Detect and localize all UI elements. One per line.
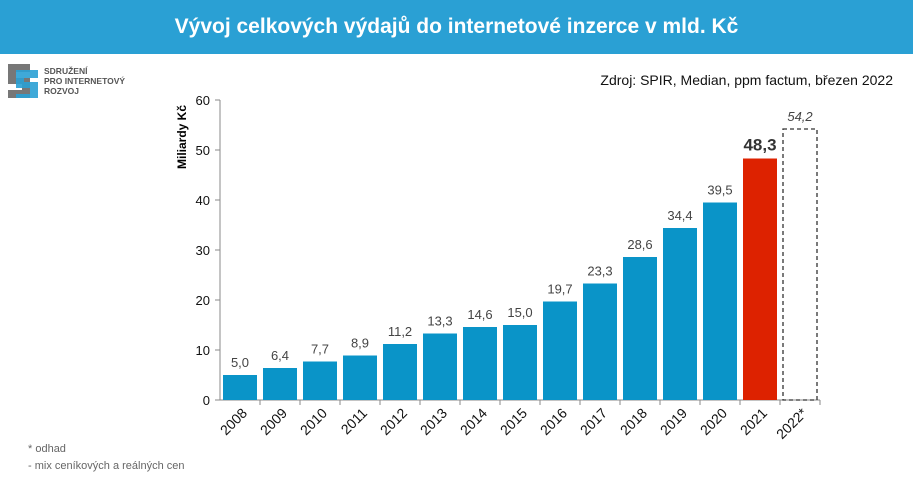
data-label: 48,3 (743, 136, 776, 155)
x-tick-label: 2011 (338, 405, 371, 438)
x-tick-label: 2012 (377, 405, 410, 438)
data-label: 19,7 (547, 282, 572, 297)
bar-2008 (223, 375, 257, 400)
x-tick-label: 2022* (773, 404, 811, 442)
x-tick-label: 2009 (257, 405, 290, 438)
bar-2019 (663, 228, 697, 400)
data-label: 28,6 (627, 237, 652, 252)
y-tick-label: 10 (196, 343, 210, 358)
data-label: 34,4 (667, 208, 692, 223)
logo-icon (8, 64, 38, 98)
x-tick-label: 2015 (497, 405, 530, 438)
data-label: 14,6 (467, 307, 492, 322)
y-tick-label: 20 (196, 293, 210, 308)
bar-2016 (543, 301, 577, 400)
bar-2014 (463, 327, 497, 400)
x-tick-label: 2013 (417, 405, 450, 438)
bar-2020 (703, 202, 737, 400)
x-tick-label: 2019 (657, 405, 690, 438)
bar-2021 (743, 158, 777, 400)
x-tick-label: 2018 (617, 405, 650, 438)
y-tick-label: 0 (203, 393, 210, 408)
data-label: 11,2 (388, 324, 412, 339)
chart-title: Vývoj celkových výdajů do internetové in… (0, 0, 913, 54)
x-tick-label: 2016 (537, 405, 570, 438)
y-tick-label: 30 (196, 243, 210, 258)
bar-2010 (303, 361, 337, 400)
logo-line: ROZVOJ (44, 86, 79, 96)
data-label: 6,4 (271, 348, 289, 363)
data-label: 8,9 (351, 336, 369, 351)
footnote: * odhad (28, 443, 66, 455)
y-tick-label: 40 (196, 193, 210, 208)
logo: SDRUŽENÍ PRO INTERNETOVÝ ROZVOJ (8, 64, 125, 98)
bar-2013 (423, 333, 457, 400)
bar-2017 (583, 283, 617, 400)
y-tick-label: 50 (196, 143, 210, 158)
footnotes: * odhad - mix ceníkových a reálných cen (28, 441, 185, 475)
bar-2018 (623, 257, 657, 400)
x-tick-label: 2020 (697, 405, 730, 438)
x-tick-label: 2010 (297, 405, 330, 438)
x-tick-label: 2008 (217, 405, 250, 438)
source-note: Zdroj: SPIR, Median, ppm factum, březen … (600, 72, 893, 88)
bar-2009 (263, 368, 297, 400)
bar-2022* (782, 128, 818, 401)
footnote: - mix ceníkových a reálných cen (28, 460, 185, 472)
y-axis-label: Miliardy Kč (175, 105, 189, 169)
x-tick-label: 2021 (737, 405, 770, 438)
y-tick-label: 60 (196, 93, 210, 108)
data-label: 7,7 (311, 342, 329, 357)
data-label: 23,3 (587, 264, 612, 279)
logo-line: SDRUŽENÍ (44, 66, 88, 76)
data-label: 13,3 (427, 314, 452, 329)
bar-2011 (343, 355, 377, 400)
x-tick-label: 2017 (577, 405, 610, 438)
bar-2015 (503, 325, 537, 400)
data-label: 15,0 (507, 305, 532, 320)
logo-line: PRO INTERNETOVÝ (44, 76, 126, 86)
bar-2012 (383, 344, 417, 400)
data-label: 54,2 (787, 109, 813, 124)
x-tick-label: 2014 (457, 405, 490, 438)
data-label: 39,5 (707, 183, 732, 198)
data-label: 5,0 (231, 355, 249, 370)
